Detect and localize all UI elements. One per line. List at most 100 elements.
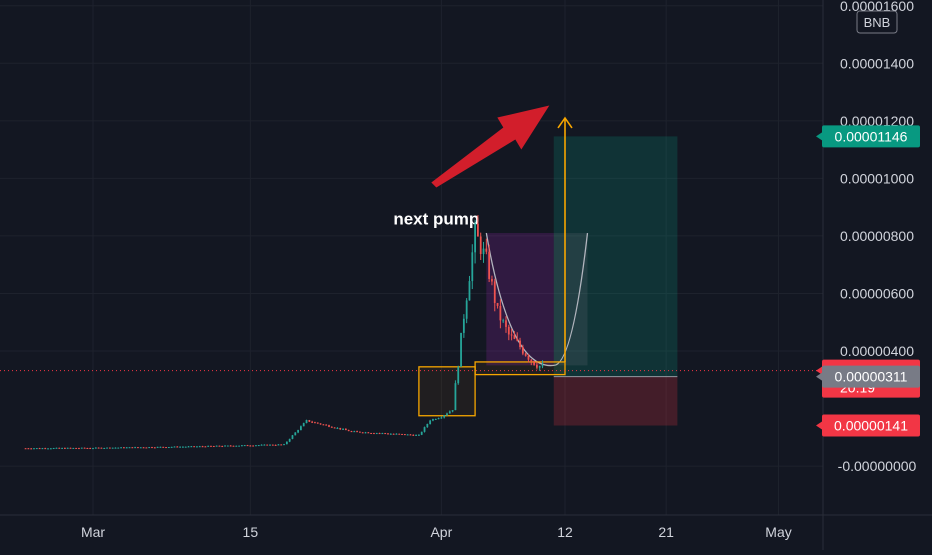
candle-body xyxy=(462,318,465,333)
candle-body xyxy=(333,427,336,429)
candle-body xyxy=(167,447,170,449)
candle-body xyxy=(274,444,277,446)
red-pointer-arrow xyxy=(431,105,550,188)
candle-body xyxy=(125,447,128,449)
candle-body xyxy=(339,427,342,430)
candle-body xyxy=(443,415,446,418)
candle-body xyxy=(83,447,86,449)
candle-body xyxy=(530,359,533,362)
candle-body xyxy=(111,447,114,449)
candle-body xyxy=(162,446,165,448)
candle-body xyxy=(403,434,406,436)
y-tick-label: 0.00001000 xyxy=(840,170,914,186)
candle-body xyxy=(69,447,72,449)
candle-body xyxy=(41,448,44,450)
candle-body xyxy=(100,447,103,449)
x-axis-ticks: Mar 15 Apr 12 21 May xyxy=(81,524,792,540)
candle-body xyxy=(269,444,271,446)
candle-body xyxy=(226,445,229,447)
candle-body xyxy=(448,411,451,414)
candle-body xyxy=(47,448,49,450)
candle-body xyxy=(485,248,488,252)
candle-body xyxy=(384,433,387,435)
candle-body xyxy=(465,300,468,319)
candle-body xyxy=(260,444,263,446)
candle-body xyxy=(66,447,69,449)
candle-body xyxy=(322,424,325,426)
candle-body xyxy=(108,447,111,449)
candle-body xyxy=(72,447,75,449)
candle-body xyxy=(229,445,232,447)
candle-body xyxy=(516,338,519,341)
price-tag-bg xyxy=(822,414,920,437)
candle-body xyxy=(359,431,361,433)
candle-body xyxy=(375,433,378,435)
candle-body xyxy=(432,419,434,421)
profit-zone xyxy=(553,136,678,377)
candle-body xyxy=(533,361,535,365)
candle-body xyxy=(165,447,167,449)
candle-body xyxy=(193,446,196,448)
x-tick-label: 15 xyxy=(243,524,259,540)
candle-body xyxy=(176,446,179,448)
x-tick-label: May xyxy=(765,524,791,540)
candle-body xyxy=(103,447,106,449)
x-tick-label: Mar xyxy=(81,524,105,540)
fan-box-right xyxy=(553,233,588,366)
candle-body xyxy=(280,444,283,446)
x-tick-label: 12 xyxy=(557,524,573,540)
candle-body xyxy=(420,431,423,435)
candle-body xyxy=(190,446,193,448)
price-tag-text: 0.00000311 xyxy=(835,369,908,385)
candle-body xyxy=(277,444,280,446)
arrow-head xyxy=(557,116,573,129)
candle-body xyxy=(493,281,496,303)
candle-body xyxy=(106,447,108,449)
candle-body xyxy=(510,334,513,336)
price-series xyxy=(24,215,544,450)
candle-body xyxy=(241,445,243,447)
candle-body xyxy=(429,420,432,424)
candle-body xyxy=(170,446,173,448)
long-position-tool[interactable] xyxy=(553,136,678,426)
candle-body xyxy=(291,435,294,439)
y-tick-label: -0.00000000 xyxy=(838,458,917,474)
time-axis-bg[interactable] xyxy=(0,515,932,550)
candle-body xyxy=(243,445,246,447)
candle-body xyxy=(311,421,314,423)
y-tick-label: 0.00001200 xyxy=(840,113,914,129)
candle-body xyxy=(401,433,403,435)
candle-body xyxy=(378,433,381,435)
candle-body xyxy=(356,431,358,433)
candle-body xyxy=(389,433,392,435)
candle-body xyxy=(454,383,457,411)
candle-body xyxy=(156,446,159,448)
price-tag-bg xyxy=(822,125,920,148)
candle-body xyxy=(373,433,375,435)
candle-body xyxy=(415,434,417,436)
candle-body xyxy=(314,422,316,424)
candle-body xyxy=(305,420,308,424)
price-tag-pointer xyxy=(816,366,822,375)
candle-body xyxy=(153,447,156,449)
candle-body xyxy=(145,447,148,449)
candle-body xyxy=(297,430,299,433)
price-tag-bg xyxy=(822,365,920,388)
candle-body xyxy=(330,426,333,428)
annotation-text: next pump xyxy=(393,210,479,229)
y-tick-label: 0.00001600 xyxy=(840,0,914,14)
candle-body xyxy=(482,248,485,255)
candle-body xyxy=(134,447,137,449)
candle-body xyxy=(325,424,328,426)
price-axis-bg[interactable] xyxy=(823,0,932,515)
currency-label: BNB xyxy=(856,10,898,34)
candle-body xyxy=(538,366,541,368)
stop-zone xyxy=(553,376,678,426)
candle-body xyxy=(86,448,89,450)
candle-body xyxy=(451,410,454,412)
box-rect-2 xyxy=(474,361,566,376)
candle-body xyxy=(457,366,460,384)
candle-body xyxy=(123,447,125,449)
